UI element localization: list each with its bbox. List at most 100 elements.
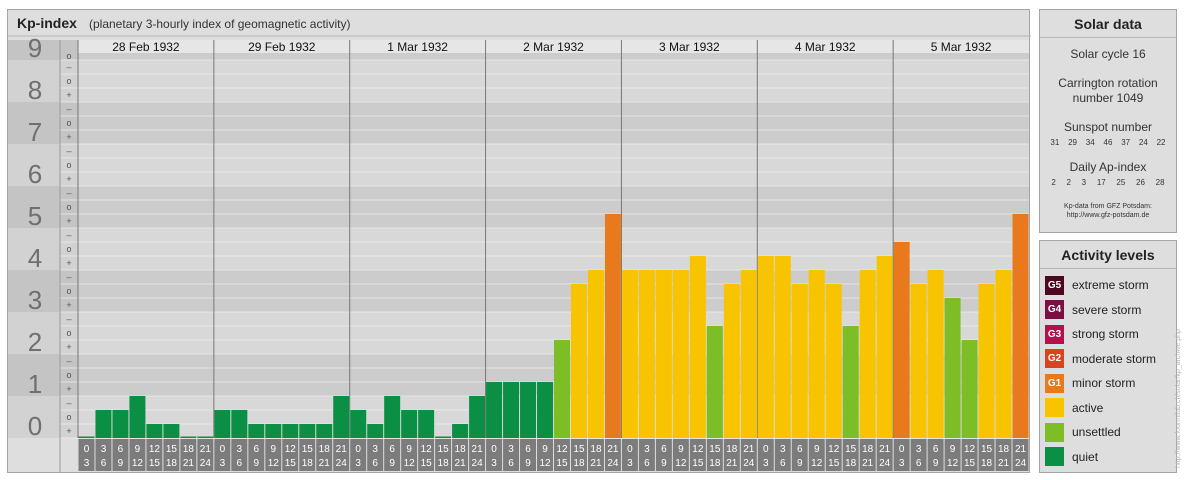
carrington-line-2: number 1049 (1072, 91, 1144, 105)
hour-end-label: 6 (101, 458, 107, 469)
kp-bar (689, 256, 706, 438)
hour-end-label: 6 (644, 458, 650, 469)
solar-cycle: Solar cycle 16 (1070, 47, 1146, 61)
hour-cell (842, 439, 859, 471)
y-axis-band (8, 102, 78, 144)
hour-start-label: 6 (389, 444, 395, 455)
kp-bar (486, 382, 503, 438)
hour-end-label: 18 (709, 458, 721, 469)
kp-bar (265, 424, 282, 438)
chart-title: Kp-index (17, 15, 77, 31)
hour-start-label: 9 (678, 444, 684, 455)
hour-cell (554, 439, 570, 471)
hour-cell (214, 439, 231, 471)
kp-bar (995, 270, 1012, 438)
minor-tick-label: o (66, 160, 71, 170)
hour-start-label: 6 (797, 444, 803, 455)
hour-cell (740, 439, 757, 471)
y-tick-label: 4 (28, 243, 42, 273)
kp-bar (791, 283, 808, 438)
hour-cell (774, 439, 791, 471)
y-axis-band (8, 354, 78, 396)
kp-bar (129, 396, 146, 438)
minor-tick-label: + (66, 384, 71, 394)
hour-end-label: 12 (811, 458, 823, 469)
kp-bar (961, 340, 978, 438)
sunspot-value: 22 (1156, 138, 1166, 147)
hour-start-label: 9 (542, 444, 548, 455)
minor-tick-label: o (66, 412, 71, 422)
minor-tick-label: – (66, 314, 71, 324)
minor-tick-label: o (66, 76, 71, 86)
ap-index-label: Daily Ap-index (1069, 160, 1147, 174)
hour-start-label: 12 (964, 444, 976, 455)
hour-end-label: 21 (319, 458, 331, 469)
kp-bar (146, 424, 163, 438)
kp-bar (570, 283, 587, 438)
hour-start-label: 18 (590, 444, 602, 455)
hour-cell (248, 439, 265, 471)
hour-end-label: 18 (981, 458, 993, 469)
kp-bar (537, 382, 553, 438)
hour-end-label: 12 (539, 458, 551, 469)
hour-end-label: 18 (438, 458, 450, 469)
gfz-credit-line-2: http://www.gfz-potsdam.de (1066, 212, 1150, 219)
kp-bar (95, 409, 112, 438)
minor-tick-label: o (66, 118, 71, 128)
kp-bar (282, 424, 299, 438)
hour-cell (435, 439, 452, 471)
hour-cell (944, 439, 961, 471)
kp-chart: Kp-index (planetary 3-hourly index of geo… (8, 15, 1031, 472)
hour-end-label: 9 (661, 458, 667, 469)
hour-end-label: 24 (1015, 458, 1027, 469)
hour-cell (503, 439, 520, 471)
hour-end-label: 12 (947, 458, 959, 469)
day-header-strip (78, 40, 1029, 53)
hour-cell (808, 439, 825, 471)
kp-bar (927, 270, 944, 438)
ap-value: 26 (1136, 178, 1145, 187)
day-label: 2 Mar 1932 (523, 40, 584, 54)
hour-start-label: 21 (200, 444, 212, 455)
level-active: active (1040, 396, 1176, 421)
level-minor-storm: G1 minor storm (1040, 371, 1176, 396)
hour-end-label: 18 (166, 458, 178, 469)
minor-tick-label: + (66, 258, 71, 268)
minor-tick-label: + (66, 426, 71, 436)
kp-bar (638, 270, 655, 438)
y-tick-label: 9 (28, 33, 42, 63)
hour-start-label: 6 (254, 444, 260, 455)
kp-bar (672, 270, 689, 438)
sunspot-label: Sunspot number (1063, 120, 1153, 134)
hour-end-label: 15 (421, 458, 433, 469)
hour-end-label: 21 (726, 458, 738, 469)
kp-bar (316, 424, 333, 438)
minor-tick-label: – (66, 146, 71, 156)
y-tick-label: 2 (28, 327, 42, 357)
hour-cell (316, 439, 333, 471)
y-tick-label: 0 (28, 411, 42, 441)
hour-start-label: 21 (1015, 444, 1027, 455)
level-label: moderate storm (1072, 351, 1157, 366)
hour-cell (401, 439, 418, 471)
hour-start-label: 15 (166, 444, 178, 455)
hour-start-label: 21 (336, 444, 348, 455)
hour-end-label: 15 (285, 458, 297, 469)
hour-cell (638, 439, 655, 471)
hour-start-label: 9 (135, 444, 141, 455)
ap-value: 3 (1081, 178, 1087, 187)
carrington-line-1: Carrington rotation (1058, 76, 1158, 90)
hour-cell (112, 439, 129, 471)
level-moderate-storm: G2 moderate storm (1040, 347, 1176, 372)
kp-bar (112, 409, 129, 438)
hour-start-label: 9 (406, 444, 412, 455)
level-quiet: quiet (1040, 445, 1176, 470)
hour-start-label: 0 (84, 444, 90, 455)
hour-start-label: 12 (692, 444, 704, 455)
kp-bar (367, 424, 384, 438)
hour-end-label: 15 (828, 458, 840, 469)
hour-start-label: 3 (237, 444, 243, 455)
kp-bar (469, 396, 486, 438)
hour-start-label: 9 (950, 444, 956, 455)
hour-cell (520, 439, 537, 471)
